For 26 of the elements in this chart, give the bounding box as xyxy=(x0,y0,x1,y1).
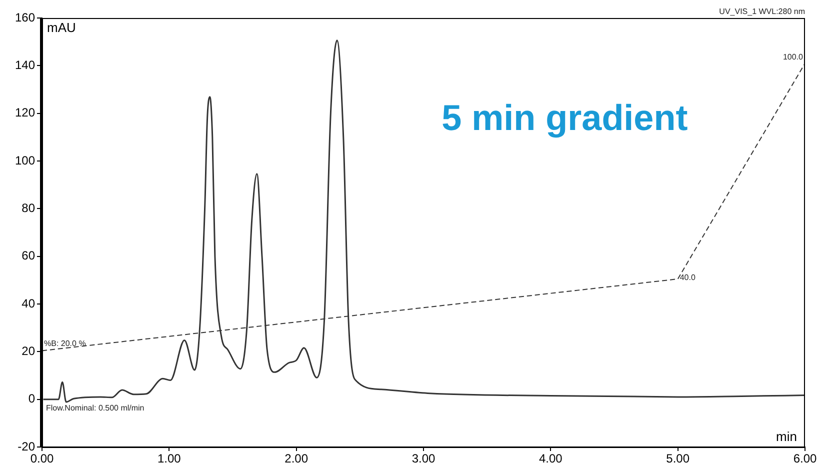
x-tick-label: 1.00 xyxy=(157,452,182,466)
y-tick-label: 40 xyxy=(22,296,36,310)
y-tick-label: 160 xyxy=(14,10,36,24)
annotation: 100.0 xyxy=(782,52,804,62)
x-tick-label: 6.00 xyxy=(793,452,817,466)
text: UV_VIS_1 WVL:280 nm xyxy=(719,7,806,16)
annotation: Flow.Nominal: 0.500 ml/min xyxy=(46,404,144,413)
text: 5 min gradient xyxy=(442,96,688,138)
x-tick-label: 2.00 xyxy=(284,452,308,466)
y-tick-label: 20 xyxy=(22,344,36,358)
annotation: 40.0 xyxy=(680,273,696,282)
y-tick-label: 0 xyxy=(28,392,36,406)
y-tick-label: 140 xyxy=(14,58,36,72)
x-tick-label: 5.00 xyxy=(666,452,690,466)
x-axis-title: min xyxy=(776,429,797,444)
y-tick-label: 80 xyxy=(22,200,36,215)
y-axis-title: mAU xyxy=(47,20,76,36)
annotation: %B: 20.0 % xyxy=(44,338,86,348)
x-tick-label: 4.00 xyxy=(538,452,563,466)
y-tick-label: -20 xyxy=(18,439,36,454)
y-tick-label: 100 xyxy=(14,153,36,168)
x-tick-label: 3.00 xyxy=(412,452,436,466)
x-tick-label: 0.00 xyxy=(30,452,54,466)
y-tick-label: 60 xyxy=(22,248,36,263)
y-tick-label: 120 xyxy=(14,106,36,120)
line-series xyxy=(42,40,805,403)
